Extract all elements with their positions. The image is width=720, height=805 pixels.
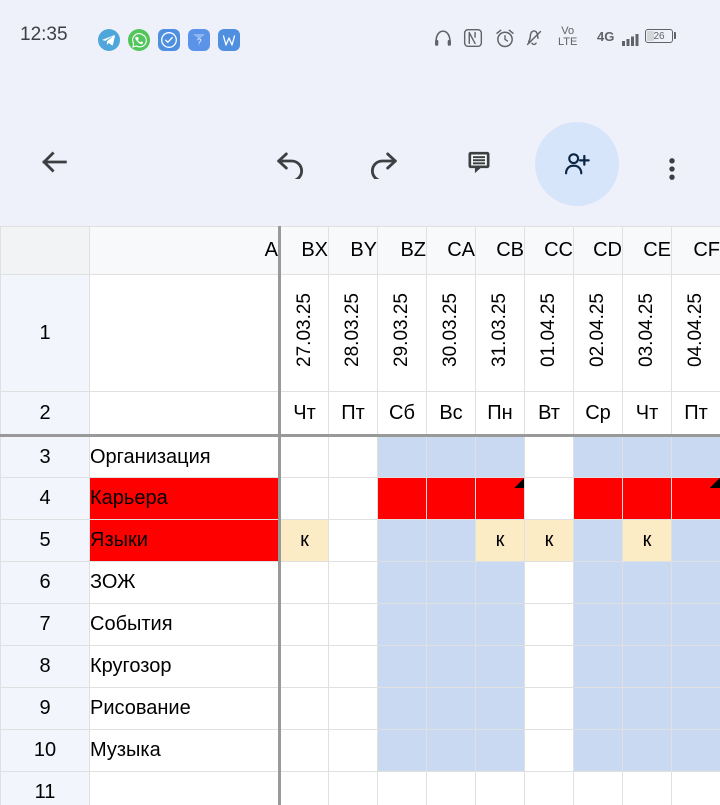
- svg-text:?: ?: [197, 37, 202, 47]
